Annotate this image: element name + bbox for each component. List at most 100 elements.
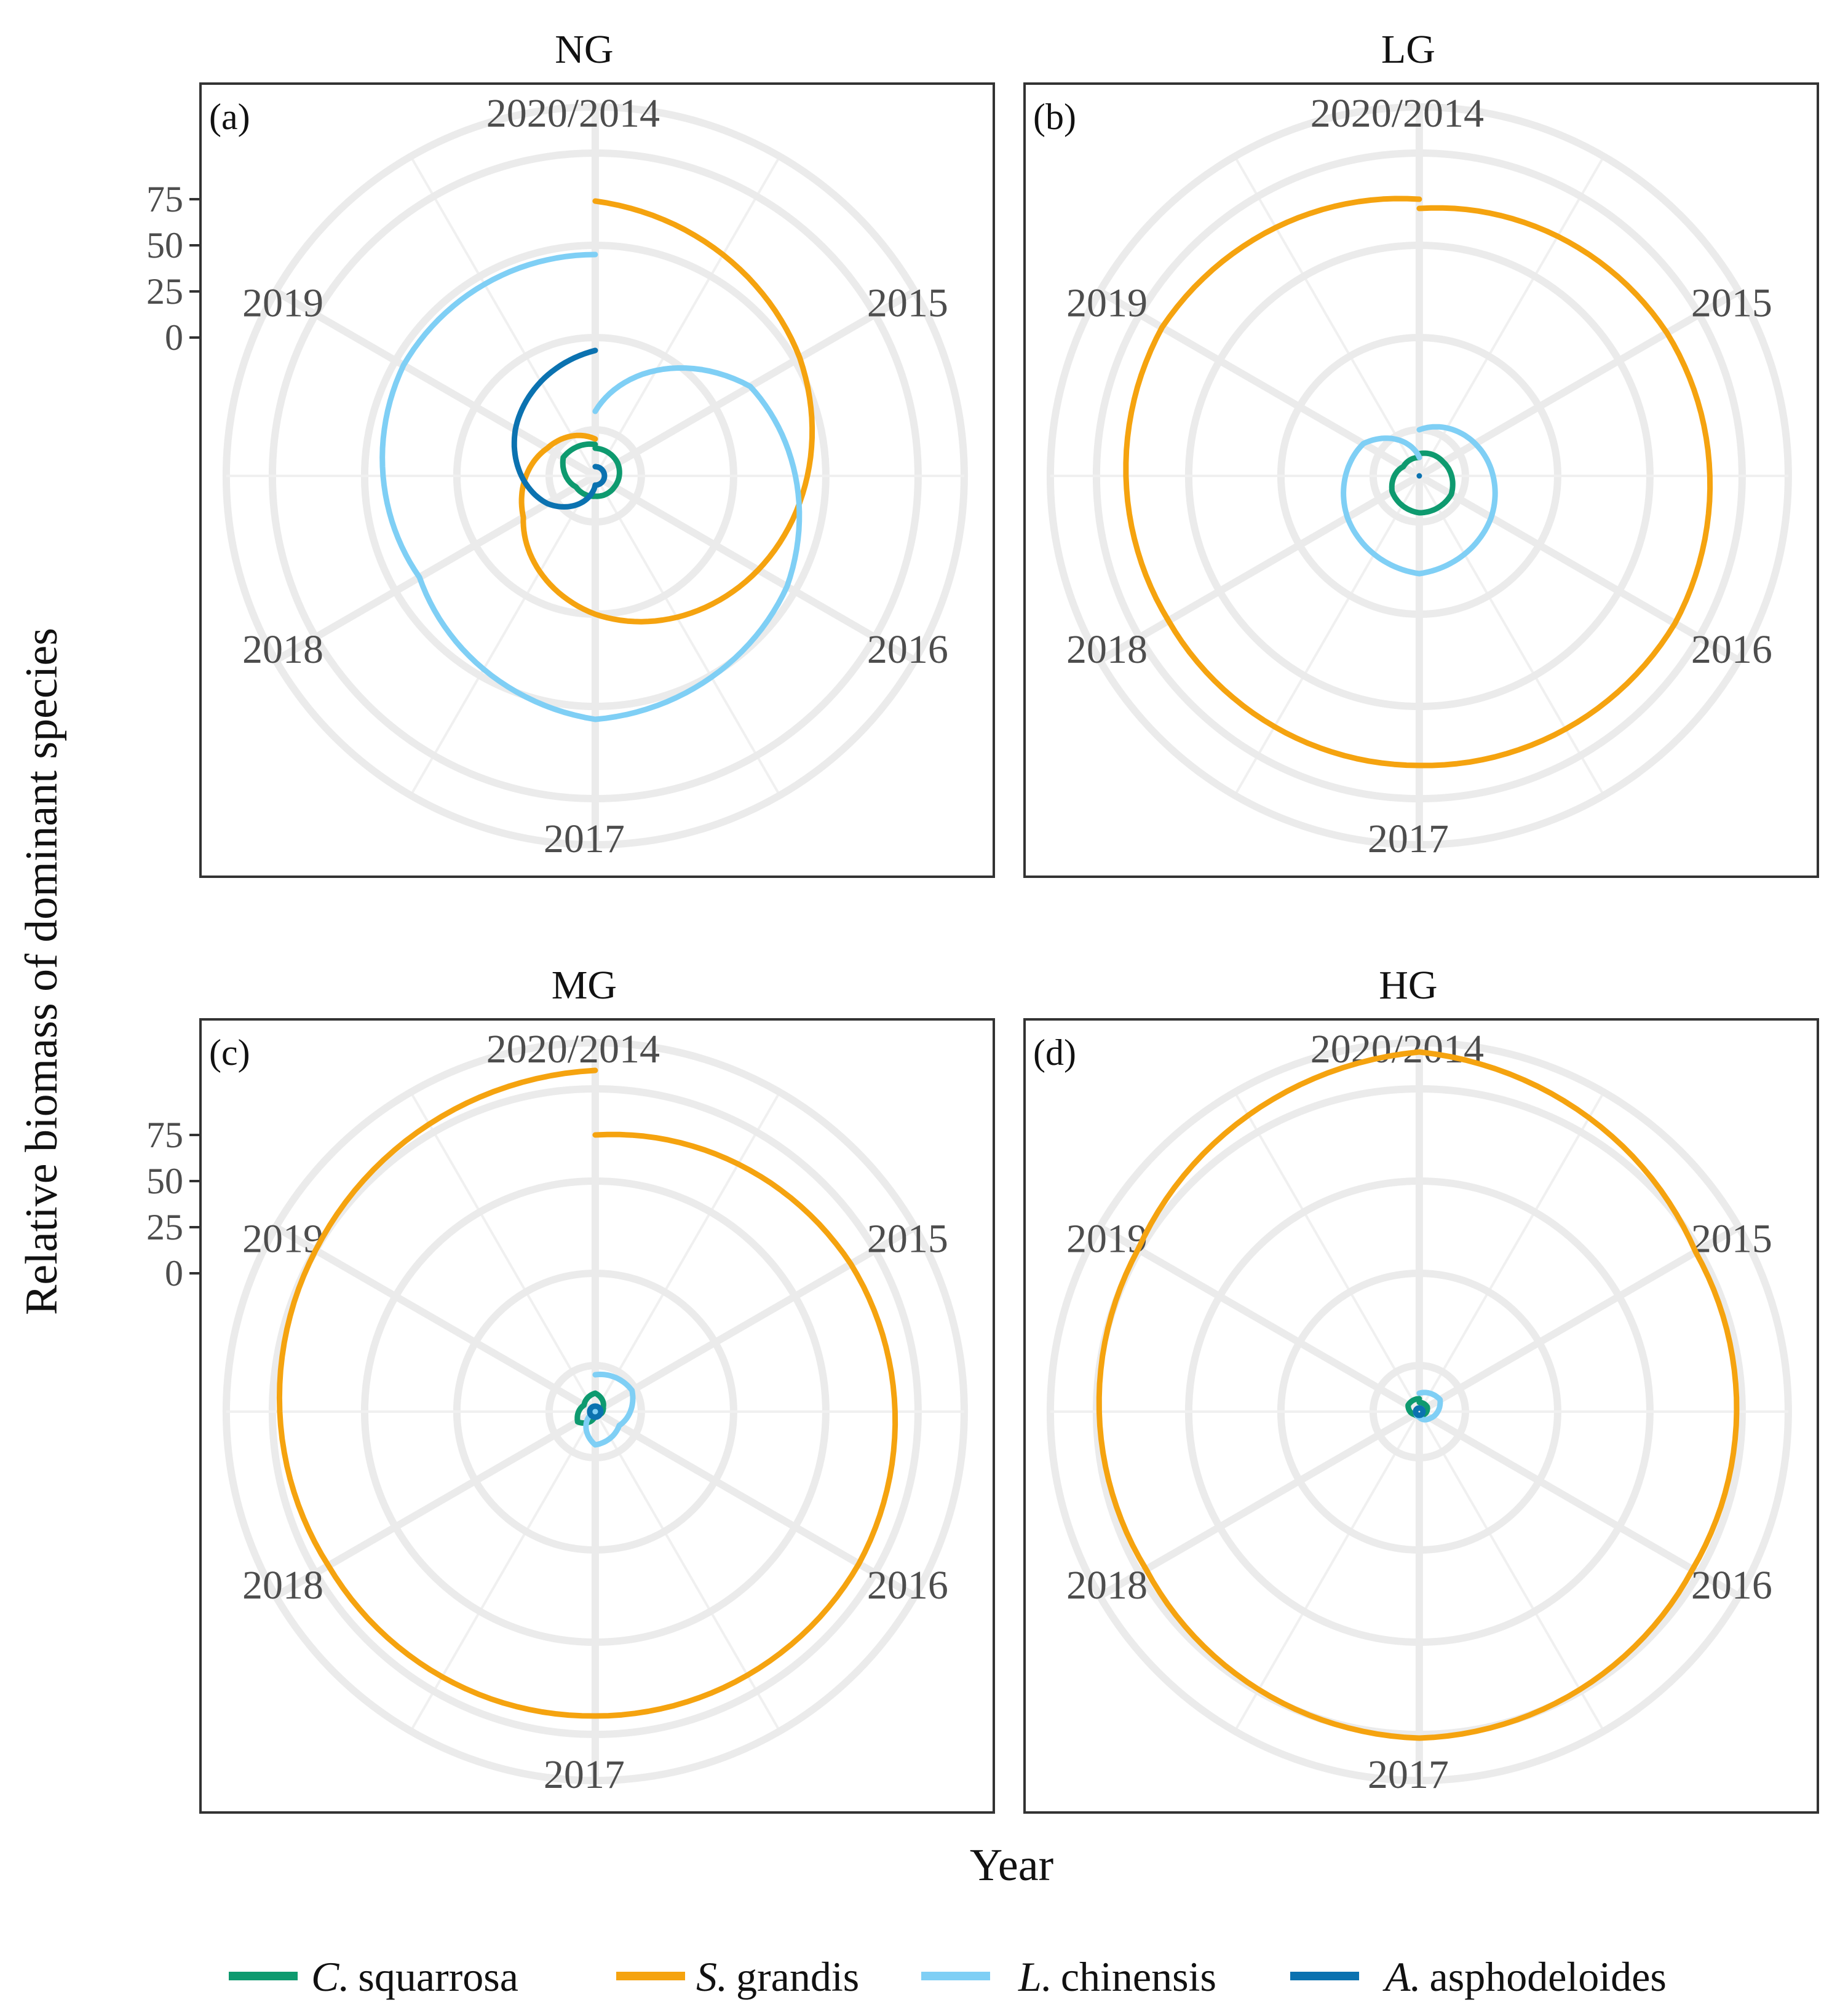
angle-label-2019: 2019 <box>242 280 323 325</box>
major-spoke <box>593 1223 917 1415</box>
angle-label-2016: 2016 <box>1691 627 1772 672</box>
minor-spoke <box>594 1411 781 1732</box>
panel-title: MG <box>552 963 617 1008</box>
series-line-l-chinensis <box>1341 424 1498 577</box>
angle-label-2018: 2018 <box>242 627 323 672</box>
angle-label-2016: 2016 <box>867 627 948 672</box>
panel-border <box>199 82 995 878</box>
legend-label-a-asphodeloides: A. asphodeloides <box>1382 1953 1667 2000</box>
panel-border <box>199 1018 995 1814</box>
angle-label-2020-2014: 2020/2014 <box>1311 91 1484 136</box>
angle-label-2020-2014: 2020/2014 <box>1311 1027 1484 1072</box>
angle-label-2018: 2018 <box>1066 627 1148 672</box>
panel-c: MG 2020/2014 2015 2016 2017 2018 2019 (c) 75 50 25… <box>146 963 995 1814</box>
series-line-s-grandis <box>518 198 815 625</box>
tick-label-0: 0 <box>165 317 183 358</box>
legend-item-l-chinensis: L. chinensis <box>921 1953 1216 2000</box>
series-line-c-squarrosa <box>560 441 622 499</box>
minor-spoke <box>1234 156 1421 477</box>
tick-label-25: 25 <box>146 1207 183 1247</box>
panel-tag: (c) <box>209 1032 250 1073</box>
major-spoke <box>1417 1408 1741 1600</box>
legend-item-s-grandis: S. grandis <box>616 1953 859 2000</box>
major-spoke <box>1417 288 1741 480</box>
angle-label-2015: 2015 <box>1691 280 1772 325</box>
angle-label-2018: 2018 <box>1066 1563 1148 1608</box>
minor-spoke <box>410 1411 597 1732</box>
tick-label-75: 75 <box>146 179 183 219</box>
minor-spoke <box>1418 156 1605 477</box>
major-spoke <box>274 1408 597 1600</box>
minor-spoke <box>1418 475 1605 796</box>
major-spoke <box>593 472 917 664</box>
series-line-s-grandis <box>1096 1049 1740 1741</box>
legend-item-a-asphodeloides: A. asphodeloides <box>1290 1953 1667 2000</box>
minor-spoke <box>410 156 597 477</box>
angle-label-2017: 2017 <box>544 1752 625 1797</box>
panel-a: NG 2020/2014 2015 2016 2017 2018 2019 (a) 75 50 25… <box>146 27 995 878</box>
major-spoke <box>593 288 917 480</box>
panel-title: LG <box>1381 27 1435 72</box>
tick-label-50: 50 <box>146 1161 183 1201</box>
angle-label-2017: 2017 <box>1368 1752 1449 1797</box>
angle-label-2016: 2016 <box>1691 1563 1772 1608</box>
major-spoke <box>1417 472 1741 664</box>
major-spoke <box>1098 1223 1421 1415</box>
y-axis-title: Relative biomass of dominant species <box>17 628 67 1315</box>
tick-label-25: 25 <box>146 271 183 312</box>
panel-tag: (b) <box>1033 97 1076 137</box>
panel-border <box>1023 1018 1819 1814</box>
minor-spoke <box>594 475 781 796</box>
legend-label-s-grandis: S. grandis <box>696 1953 859 2000</box>
angle-label-2017: 2017 <box>544 816 625 861</box>
minor-spoke <box>410 475 597 796</box>
tick-label-75: 75 <box>146 1115 183 1155</box>
angle-label-2017: 2017 <box>1368 816 1449 861</box>
angle-label-2020-2014: 2020/2014 <box>486 1027 660 1072</box>
series-line-a-asphodeloides <box>1413 1405 1426 1418</box>
angle-label-2015: 2015 <box>867 1216 948 1261</box>
panel-b: LG 2020/2014 2015 2016 2017 2018 2019 (b) <box>1023 27 1819 878</box>
panel-tag: (a) <box>209 97 250 137</box>
series-line-c-squarrosa <box>1389 450 1456 516</box>
panel-title: HG <box>1379 963 1437 1008</box>
series-line-a-asphodeloides <box>587 1403 604 1420</box>
major-spoke <box>274 472 597 664</box>
major-spoke <box>274 1223 597 1415</box>
minor-spoke <box>594 1091 781 1413</box>
major-spoke <box>593 1408 917 1600</box>
major-spoke <box>1098 288 1421 480</box>
angle-label-2019: 2019 <box>242 1216 323 1261</box>
minor-spoke <box>594 156 781 477</box>
minor-spoke <box>1418 1411 1605 1732</box>
angle-label-2020-2014: 2020/2014 <box>486 91 660 136</box>
panel-border <box>1023 82 1819 878</box>
legend: C. squarrosa S. grandis L. chinensis A. asph… <box>229 1953 1667 2000</box>
angle-label-2016: 2016 <box>867 1563 948 1608</box>
minor-spoke <box>1234 1411 1421 1732</box>
legend-label-l-chinensis: L. chinensis <box>1018 1953 1216 2000</box>
minor-spoke <box>1234 1091 1421 1413</box>
legend-item-c-squarrosa: C. squarrosa <box>229 1953 518 2000</box>
major-spoke <box>1417 1223 1741 1415</box>
angle-label-2015: 2015 <box>867 280 948 325</box>
series-line-l-chinensis <box>379 251 803 722</box>
panel-title: NG <box>555 27 613 72</box>
x-axis-title: Year <box>970 1840 1053 1891</box>
angle-label-2015: 2015 <box>1691 1216 1772 1261</box>
major-spoke <box>1098 472 1421 664</box>
legend-label-c-squarrosa: C. squarrosa <box>311 1953 518 2000</box>
tick-label-50: 50 <box>146 225 183 266</box>
major-spoke <box>274 288 597 480</box>
series-line-a-asphodeloides <box>511 347 608 510</box>
minor-spoke <box>410 1091 597 1413</box>
minor-spoke <box>1234 475 1421 796</box>
major-spoke <box>1098 1408 1421 1600</box>
series-line-s-grandis <box>1123 196 1713 769</box>
angle-label-2019: 2019 <box>1066 280 1148 325</box>
tick-label-0: 0 <box>165 1253 183 1294</box>
panel-tag: (d) <box>1033 1032 1076 1073</box>
minor-spoke <box>1418 1091 1605 1413</box>
